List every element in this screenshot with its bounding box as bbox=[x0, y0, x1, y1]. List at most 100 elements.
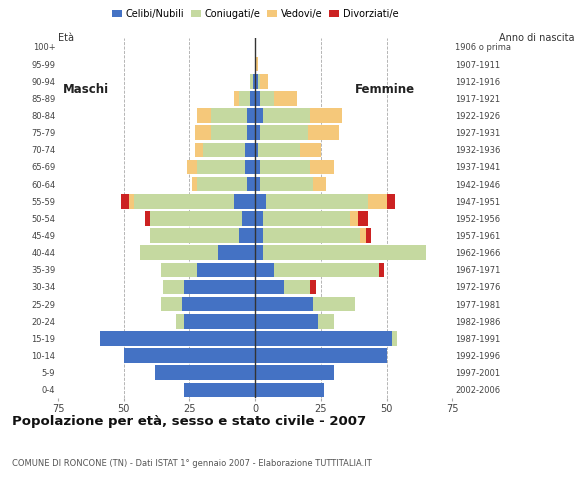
Bar bbox=[255, 74, 258, 88]
Bar bbox=[284, 280, 310, 294]
Bar bbox=[350, 211, 358, 226]
Bar bbox=[240, 91, 250, 106]
Bar bbox=[260, 91, 274, 106]
Bar bbox=[260, 125, 308, 140]
Bar bbox=[197, 177, 247, 192]
Bar bbox=[266, 194, 368, 208]
Bar bbox=[234, 194, 255, 208]
Bar bbox=[387, 194, 394, 208]
Bar bbox=[368, 194, 387, 208]
Bar bbox=[245, 143, 255, 157]
Bar bbox=[245, 160, 255, 174]
Bar bbox=[258, 143, 300, 157]
Bar bbox=[195, 125, 211, 140]
Bar bbox=[129, 194, 134, 208]
Bar bbox=[274, 91, 298, 106]
Legend: Celibi/Nubili, Coniugati/e, Vedovi/e, Divorziati/e: Celibi/Nubili, Coniugati/e, Vedovi/e, Di… bbox=[108, 5, 403, 23]
Bar bbox=[202, 143, 245, 157]
Bar bbox=[161, 263, 197, 277]
Bar bbox=[184, 280, 255, 294]
Bar bbox=[187, 160, 197, 174]
Bar bbox=[365, 228, 371, 243]
Bar bbox=[250, 74, 252, 88]
Text: Maschi: Maschi bbox=[63, 84, 110, 96]
Bar bbox=[263, 228, 360, 243]
Bar bbox=[300, 143, 321, 157]
Bar bbox=[155, 365, 255, 380]
Bar bbox=[255, 228, 263, 243]
Bar bbox=[263, 211, 350, 226]
Bar bbox=[358, 211, 368, 226]
Bar bbox=[100, 331, 255, 346]
Bar bbox=[260, 74, 269, 88]
Text: Femmine: Femmine bbox=[355, 84, 415, 96]
Text: Età: Età bbox=[58, 33, 74, 43]
Bar bbox=[255, 143, 258, 157]
Bar bbox=[197, 160, 245, 174]
Bar bbox=[263, 245, 426, 260]
Bar bbox=[247, 108, 255, 123]
Bar bbox=[255, 177, 260, 192]
Bar bbox=[211, 108, 247, 123]
Bar bbox=[392, 331, 397, 346]
Bar bbox=[250, 91, 255, 106]
Bar bbox=[255, 91, 260, 106]
Bar bbox=[192, 177, 197, 192]
Bar bbox=[255, 365, 334, 380]
Bar bbox=[258, 74, 260, 88]
Bar bbox=[310, 280, 316, 294]
Bar bbox=[184, 314, 255, 328]
Bar bbox=[240, 228, 255, 243]
Bar bbox=[176, 314, 184, 328]
Bar bbox=[211, 125, 247, 140]
Bar bbox=[242, 211, 255, 226]
Bar bbox=[255, 194, 266, 208]
Bar bbox=[145, 211, 150, 226]
Bar bbox=[255, 348, 387, 363]
Bar bbox=[260, 160, 310, 174]
Bar bbox=[121, 194, 129, 208]
Text: COMUNE DI RONCONE (TN) - Dati ISTAT 1° gennaio 2007 - Elaborazione TUTTITALIA.IT: COMUNE DI RONCONE (TN) - Dati ISTAT 1° g… bbox=[12, 458, 371, 468]
Bar bbox=[310, 160, 334, 174]
Bar bbox=[247, 177, 255, 192]
Bar bbox=[313, 177, 326, 192]
Bar bbox=[161, 297, 182, 312]
Bar bbox=[379, 263, 384, 277]
Bar bbox=[310, 108, 342, 123]
Bar bbox=[219, 245, 255, 260]
Bar bbox=[313, 297, 355, 312]
Bar bbox=[274, 263, 379, 277]
Bar bbox=[255, 314, 318, 328]
Bar bbox=[308, 125, 339, 140]
Bar bbox=[234, 91, 240, 106]
Text: Anno di nascita: Anno di nascita bbox=[499, 33, 574, 43]
Bar bbox=[255, 211, 263, 226]
Bar bbox=[255, 331, 392, 346]
Bar bbox=[255, 57, 258, 72]
Bar bbox=[255, 297, 313, 312]
Bar bbox=[197, 108, 211, 123]
Bar bbox=[255, 245, 263, 260]
Bar bbox=[255, 263, 274, 277]
Bar bbox=[255, 125, 260, 140]
Bar bbox=[255, 280, 284, 294]
Bar bbox=[197, 263, 255, 277]
Bar bbox=[184, 383, 255, 397]
Bar bbox=[195, 143, 202, 157]
Bar bbox=[182, 297, 255, 312]
Bar bbox=[150, 228, 240, 243]
Bar bbox=[260, 177, 313, 192]
Bar bbox=[255, 108, 263, 123]
Bar bbox=[255, 383, 324, 397]
Bar bbox=[247, 125, 255, 140]
Bar bbox=[318, 314, 334, 328]
Bar bbox=[252, 74, 255, 88]
Bar bbox=[150, 211, 242, 226]
Bar bbox=[124, 348, 255, 363]
Bar bbox=[140, 245, 219, 260]
Text: Popolazione per età, sesso e stato civile - 2007: Popolazione per età, sesso e stato civil… bbox=[12, 415, 366, 428]
Bar bbox=[134, 194, 234, 208]
Bar bbox=[163, 280, 184, 294]
Bar bbox=[360, 228, 365, 243]
Bar bbox=[263, 108, 310, 123]
